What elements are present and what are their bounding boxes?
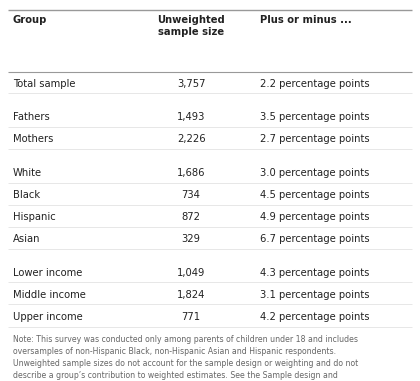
Text: Hispanic: Hispanic <box>13 212 55 222</box>
Text: 3.1 percentage points: 3.1 percentage points <box>260 290 370 299</box>
Text: Lower income: Lower income <box>13 267 82 277</box>
Text: 1,824: 1,824 <box>177 290 205 299</box>
Text: Group: Group <box>13 15 47 25</box>
Text: Total sample: Total sample <box>13 78 75 88</box>
Text: 2.2 percentage points: 2.2 percentage points <box>260 78 370 88</box>
Text: Unweighted
sample size: Unweighted sample size <box>157 15 225 37</box>
Text: 872: 872 <box>181 212 201 222</box>
Text: Upper income: Upper income <box>13 312 82 322</box>
Text: 329: 329 <box>181 234 201 244</box>
Text: 1,686: 1,686 <box>177 168 205 178</box>
Text: 6.7 percentage points: 6.7 percentage points <box>260 234 370 244</box>
Text: 771: 771 <box>181 312 201 322</box>
Text: Plus or minus ...: Plus or minus ... <box>260 15 352 25</box>
Text: 4.9 percentage points: 4.9 percentage points <box>260 212 370 222</box>
Text: Middle income: Middle income <box>13 290 86 299</box>
Text: 2,226: 2,226 <box>177 134 205 144</box>
Text: White: White <box>13 168 42 178</box>
Text: Asian: Asian <box>13 234 40 244</box>
Text: Fathers: Fathers <box>13 112 50 122</box>
Text: Note: This survey was conducted only among parents of children under 18 and incl: Note: This survey was conducted only amo… <box>13 335 358 381</box>
Text: 4.3 percentage points: 4.3 percentage points <box>260 267 370 277</box>
Text: Black: Black <box>13 190 40 200</box>
Text: 3.0 percentage points: 3.0 percentage points <box>260 168 370 178</box>
Text: 4.2 percentage points: 4.2 percentage points <box>260 312 370 322</box>
Text: 4.5 percentage points: 4.5 percentage points <box>260 190 370 200</box>
Text: 1,493: 1,493 <box>177 112 205 122</box>
Text: 1,049: 1,049 <box>177 267 205 277</box>
Text: 734: 734 <box>182 190 200 200</box>
Text: 2.7 percentage points: 2.7 percentage points <box>260 134 370 144</box>
Text: 3,757: 3,757 <box>177 78 205 88</box>
Text: 3.5 percentage points: 3.5 percentage points <box>260 112 370 122</box>
Text: Mothers: Mothers <box>13 134 53 144</box>
